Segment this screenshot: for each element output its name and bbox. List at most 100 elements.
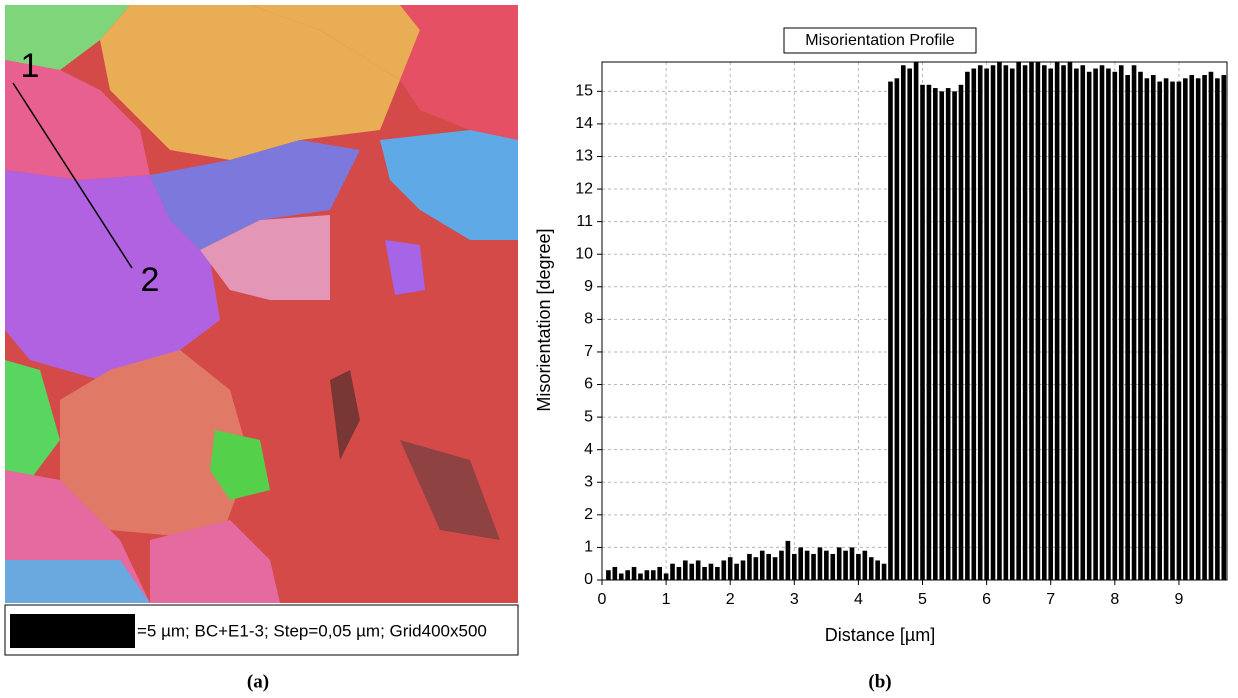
grain xyxy=(400,5,518,140)
bar xyxy=(849,547,855,580)
grain xyxy=(380,130,518,240)
grain xyxy=(150,140,360,250)
panel-label: (a) xyxy=(247,671,269,692)
bar xyxy=(843,550,848,580)
grain xyxy=(60,350,250,540)
bar xyxy=(984,68,989,581)
bar xyxy=(926,84,932,581)
bar xyxy=(644,570,650,580)
bar xyxy=(779,550,784,580)
x-tick-label: 1 xyxy=(662,591,671,608)
y-tick-label: 4 xyxy=(584,441,593,458)
bar xyxy=(1125,75,1130,581)
bar xyxy=(753,557,759,580)
y-tick-label: 15 xyxy=(575,83,593,100)
bar xyxy=(695,560,701,580)
grain xyxy=(200,215,330,300)
bar xyxy=(913,62,919,580)
bar xyxy=(1215,78,1220,580)
bar xyxy=(1221,75,1227,581)
y-tick-label: 11 xyxy=(576,213,593,230)
bar xyxy=(1189,75,1195,581)
bar xyxy=(881,563,887,580)
bar xyxy=(1003,65,1009,580)
x-tick-label: 5 xyxy=(918,591,927,608)
y-tick-label: 13 xyxy=(575,148,593,165)
grain xyxy=(5,5,130,70)
bar xyxy=(1009,68,1015,581)
bar xyxy=(830,553,836,580)
bar xyxy=(1118,65,1124,580)
x-axis-label: Distance [µm] xyxy=(825,625,935,645)
bar xyxy=(945,88,951,580)
y-tick-label: 0 xyxy=(584,571,593,588)
plot-frame xyxy=(601,61,1228,581)
scale-bar xyxy=(10,614,135,648)
bar xyxy=(1074,68,1079,581)
bar xyxy=(759,550,765,580)
marker-1: 1 xyxy=(21,47,40,85)
ebsd-map: 1 2 =5 µm; BC+E1-3; Step=0,05 µm; Grid40… xyxy=(4,5,519,656)
y-tick-label: 2 xyxy=(584,506,593,523)
bar xyxy=(1195,78,1201,580)
grain xyxy=(100,5,400,160)
bar xyxy=(958,84,964,581)
bar xyxy=(997,62,1002,580)
bar xyxy=(856,553,861,580)
bar xyxy=(1048,68,1054,581)
bar xyxy=(824,550,829,580)
y-tick-label: 12 xyxy=(575,180,593,197)
bar xyxy=(894,78,900,580)
bar xyxy=(920,84,925,581)
bar xyxy=(618,573,624,580)
bar xyxy=(907,68,912,581)
grain xyxy=(210,430,270,500)
bar xyxy=(785,540,791,580)
bar xyxy=(1106,68,1111,581)
bar xyxy=(1029,62,1034,580)
x-tick-label: 7 xyxy=(1046,591,1055,608)
bar xyxy=(990,65,996,580)
y-tick-label: 9 xyxy=(584,278,593,295)
y-tick-label: 10 xyxy=(575,245,593,262)
bar xyxy=(1138,71,1143,580)
grain xyxy=(5,560,150,603)
x-tick-label: 6 xyxy=(982,591,991,608)
bar xyxy=(625,570,630,580)
bar xyxy=(676,566,682,580)
y-tick-label: 8 xyxy=(584,311,593,328)
bar xyxy=(1093,68,1098,581)
grain xyxy=(250,5,420,80)
bar xyxy=(868,557,874,580)
grain-boundary xyxy=(330,370,360,460)
bar xyxy=(1150,75,1156,581)
grain xyxy=(5,170,220,380)
bar xyxy=(811,553,816,580)
bar xyxy=(772,557,778,580)
bar xyxy=(657,566,662,580)
bar xyxy=(747,553,752,580)
y-tick-label: 6 xyxy=(584,376,593,393)
x-tick-label: 4 xyxy=(854,591,863,608)
bar xyxy=(952,91,957,581)
bar xyxy=(804,550,810,580)
panel-label: (b) xyxy=(868,671,891,692)
bar xyxy=(1131,65,1137,580)
bar xyxy=(1080,65,1086,580)
bar xyxy=(708,563,714,580)
bar xyxy=(727,557,733,580)
bar xyxy=(631,566,637,580)
grain xyxy=(5,360,60,480)
bar xyxy=(734,563,739,580)
bar xyxy=(1202,75,1207,581)
bar xyxy=(1112,71,1118,580)
bar xyxy=(1208,71,1214,580)
bar xyxy=(715,566,720,580)
bar xyxy=(977,65,983,580)
bar xyxy=(1170,81,1175,580)
bar xyxy=(612,566,618,580)
bar xyxy=(606,570,611,580)
marker-2: 2 xyxy=(141,261,160,299)
bar xyxy=(875,560,880,580)
x-tick-label: 3 xyxy=(790,591,799,608)
